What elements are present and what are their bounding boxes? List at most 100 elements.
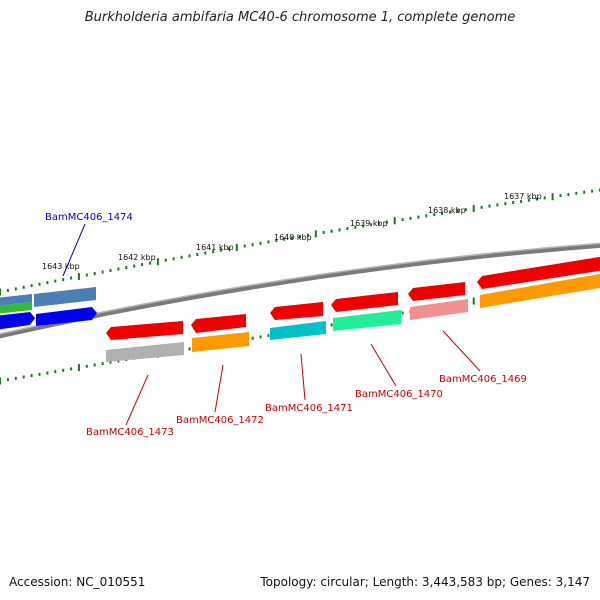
minor-tick <box>109 360 112 364</box>
minor-tick <box>417 215 420 219</box>
leader-line <box>370 343 397 387</box>
minor-tick <box>354 225 357 229</box>
minor-tick <box>93 272 96 275</box>
gene-block[interactable] <box>191 314 246 333</box>
major-tick <box>551 193 554 201</box>
gene-block[interactable] <box>270 321 326 340</box>
gene-label[interactable]: BamMC406_1474 <box>45 212 133 223</box>
gene-block[interactable] <box>0 302 32 314</box>
minor-tick <box>291 236 294 240</box>
minor-tick <box>456 209 459 213</box>
minor-tick <box>188 254 191 258</box>
minor-tick <box>259 241 262 245</box>
gene-block[interactable] <box>480 273 600 308</box>
minor-tick <box>504 202 507 206</box>
kbp-label: 1643 kbp <box>42 262 80 271</box>
gene-block[interactable] <box>0 294 32 306</box>
gene-block[interactable] <box>36 307 97 326</box>
leader-line <box>300 353 306 401</box>
minor-tick <box>488 204 491 208</box>
map-title: Burkholderia ambifaria MC40-6 chromosome… <box>84 10 516 25</box>
minor-tick <box>464 208 467 212</box>
gene-block[interactable] <box>192 332 249 352</box>
minor-tick <box>149 261 151 265</box>
minor-tick <box>567 193 570 196</box>
minor-tick <box>251 243 254 247</box>
minor-tick <box>401 218 404 222</box>
minor-tick <box>520 199 523 203</box>
minor-tick <box>259 335 262 339</box>
minor-tick <box>164 258 167 262</box>
minor-tick <box>275 239 278 243</box>
gene-block[interactable] <box>106 342 184 362</box>
minor-tick <box>543 196 546 200</box>
kbp-label: 1640 kbp <box>274 233 312 242</box>
major-tick <box>472 297 475 305</box>
minor-tick <box>62 368 65 372</box>
minor-tick <box>38 282 41 286</box>
minor-tick <box>433 213 436 217</box>
gene-block[interactable] <box>333 310 401 331</box>
minor-tick <box>346 227 349 231</box>
gene-block[interactable] <box>410 299 468 320</box>
major-tick <box>0 377 1 385</box>
minor-tick <box>401 311 404 315</box>
minor-tick <box>220 248 223 252</box>
gene-block[interactable] <box>477 256 600 289</box>
minor-tick <box>480 205 483 209</box>
minor-tick <box>14 287 17 291</box>
kbp-label: 1638 kbp <box>428 206 466 215</box>
minor-tick <box>85 273 88 277</box>
minor-tick <box>101 270 104 274</box>
gene-track <box>0 256 600 362</box>
outer-tick-ring <box>0 188 600 296</box>
minor-tick <box>283 237 286 241</box>
minor-tick <box>125 266 128 269</box>
gene-block[interactable] <box>34 287 96 307</box>
leader-line <box>62 223 86 277</box>
minor-tick <box>14 376 17 380</box>
minor-tick <box>591 189 594 193</box>
gene-label[interactable]: BamMC406_1469 <box>439 374 527 385</box>
minor-tick <box>362 224 365 228</box>
minor-tick <box>188 347 191 351</box>
gene-block[interactable] <box>331 292 398 312</box>
gene-label[interactable]: BamMC406_1471 <box>265 403 353 414</box>
minor-tick <box>267 334 270 338</box>
minor-tick <box>496 203 499 207</box>
kbp-label: 1637 kbp <box>504 192 542 201</box>
accession-text: Accession: NC_010551 <box>9 575 146 589</box>
minor-tick <box>449 210 451 214</box>
minor-tick <box>267 240 270 244</box>
gene-block[interactable] <box>270 302 323 320</box>
minor-tick <box>583 190 586 194</box>
major-tick <box>472 205 475 212</box>
minor-tick <box>330 229 333 233</box>
major-tick <box>393 217 396 225</box>
minor-tick <box>377 221 380 225</box>
minor-tick <box>62 278 65 282</box>
gene-block[interactable] <box>408 282 465 301</box>
minor-tick <box>180 255 183 259</box>
minor-tick <box>22 285 25 289</box>
minor-tick <box>38 372 41 376</box>
minor-tick <box>425 214 428 218</box>
gene-block[interactable] <box>0 312 35 330</box>
gene-block[interactable] <box>106 321 183 340</box>
minor-tick <box>85 364 88 368</box>
gene-label[interactable]: BamMC406_1472 <box>176 415 264 426</box>
major-tick <box>156 258 159 266</box>
minor-tick <box>109 269 112 272</box>
gene-label[interactable]: BamMC406_1470 <box>355 389 443 400</box>
minor-tick <box>46 281 49 285</box>
leader-line <box>125 374 149 426</box>
gene-label[interactable]: BamMC406_1473 <box>86 427 174 438</box>
minor-tick <box>133 264 136 268</box>
minor-tick <box>306 233 309 237</box>
minor-tick <box>441 211 444 215</box>
minor-tick <box>527 198 530 202</box>
minor-tick <box>535 197 538 201</box>
minor-tick <box>196 253 199 256</box>
minor-tick <box>251 336 254 340</box>
